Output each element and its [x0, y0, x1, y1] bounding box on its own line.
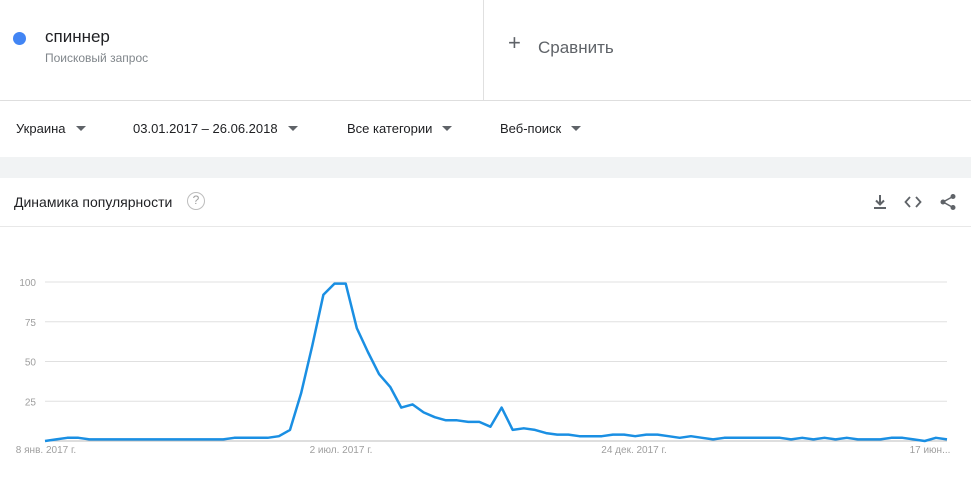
- date-range-value: 03.01.2017 – 26.06.2018: [133, 121, 278, 136]
- compare-button[interactable]: + Сравнить: [484, 0, 971, 100]
- region-value: Украина: [16, 121, 66, 136]
- y-tick-label: 25: [25, 397, 37, 408]
- plus-icon: +: [508, 30, 521, 55]
- x-tick-label: 2 июл. 2017 г.: [310, 445, 373, 456]
- question-circle-icon[interactable]: ?: [187, 192, 205, 210]
- x-tick-label: 24 дек. 2017 г.: [601, 445, 666, 456]
- download-icon[interactable]: [871, 193, 889, 211]
- x-tick-label: 8 янв. 2017 г.: [16, 445, 76, 456]
- share-icon[interactable]: [939, 193, 957, 211]
- search-type-value: Веб-поиск: [500, 121, 562, 136]
- category-dropdown[interactable]: Все категории: [347, 121, 453, 136]
- chevron-down-icon: [75, 126, 86, 131]
- category-value: Все категории: [347, 121, 433, 136]
- filter-bar: Украина 03.01.2017 – 26.06.2018 Все кате…: [0, 101, 971, 157]
- date-range-dropdown[interactable]: 03.01.2017 – 26.06.2018: [133, 121, 298, 136]
- x-tick-label: 17 июн...: [910, 445, 951, 456]
- search-type-dropdown[interactable]: Веб-поиск: [500, 121, 582, 136]
- region-dropdown[interactable]: Украина: [16, 121, 86, 136]
- search-term-name[interactable]: спиннер: [45, 27, 110, 46]
- interest-over-time-card: Динамика популярности ? 100 75 50 25 8 янв. …: [0, 178, 971, 487]
- term-color-dot: [13, 32, 26, 45]
- section-separator: [0, 157, 971, 178]
- card-header: Динамика популярности ?: [0, 178, 971, 227]
- y-tick-label: 100: [19, 278, 36, 289]
- chevron-down-icon: [571, 126, 582, 131]
- chevron-down-icon: [442, 126, 453, 131]
- y-tick-label: 75: [25, 318, 37, 329]
- y-tick-label: 50: [25, 358, 37, 369]
- series-line[interactable]: [44, 282, 948, 443]
- card-title: Динамика популярности: [14, 194, 173, 210]
- search-term-subtitle: Поисковый запрос: [45, 51, 149, 65]
- search-term-bar: спиннер Поисковый запрос + Сравнить: [0, 0, 971, 101]
- interest-line-chart: 100 75 50 25 8 янв. 2017 г. 2 июл. 2017 г. 24 …: [16, 278, 951, 456]
- embed-code-icon[interactable]: [904, 193, 922, 211]
- chevron-down-icon: [287, 126, 298, 131]
- search-term-card[interactable]: спиннер Поисковый запрос: [0, 0, 484, 100]
- compare-label: Сравнить: [538, 38, 614, 57]
